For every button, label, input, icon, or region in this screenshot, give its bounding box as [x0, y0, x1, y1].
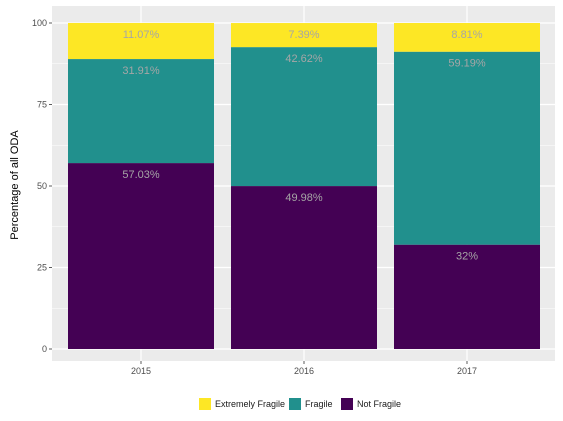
legend-swatch-not-fragile [341, 398, 353, 410]
y-tick-label: 100 [32, 18, 47, 28]
y-axis-title: Percentage of all ODA [9, 130, 21, 240]
data-label-fragile: 31.91% [122, 65, 160, 77]
y-tick-label: 50 [37, 181, 47, 191]
x-tick-label: 2017 [457, 366, 477, 376]
y-tick-label: 0 [42, 344, 47, 354]
legend-label-extremely-fragile: Extremely Fragile [215, 399, 285, 409]
bars [68, 22, 540, 349]
bar-segment-extremely-fragile [394, 23, 540, 52]
y-tick-label: 25 [37, 263, 47, 273]
data-label-fragile: 59.19% [448, 58, 486, 70]
bar-segment-extremely-fragile [231, 23, 377, 48]
x-axis: 2015 2016 2017 [131, 361, 477, 376]
y-axis: 0 25 50 75 100 [32, 18, 52, 354]
data-label-not-fragile: 57.03% [122, 169, 160, 181]
legend-label-not-fragile: Not Fragile [357, 399, 401, 409]
bar-segment-not-fragile [394, 244, 540, 349]
legend-swatch-fragile [289, 398, 301, 410]
bar-segment-fragile [394, 51, 540, 245]
data-labels: 57.03% 31.91% 11.07% 49.98% 42.62% 7.39% 32% 59… [122, 29, 486, 263]
x-tick-label: 2016 [294, 366, 314, 376]
bar-segment-fragile [68, 59, 214, 164]
data-label-extremely-fragile: 7.39% [288, 29, 319, 41]
bar-segment-fragile [231, 47, 377, 187]
y-tick-label: 75 [37, 100, 47, 110]
legend-label-fragile: Fragile [305, 399, 333, 409]
data-label-not-fragile: 49.98% [285, 192, 323, 204]
data-label-fragile: 42.62% [285, 53, 323, 65]
data-label-extremely-fragile: 11.07% [123, 29, 160, 41]
bar-segment-not-fragile [68, 163, 214, 349]
bar-segment-extremely-fragile [68, 22, 214, 60]
data-label-extremely-fragile: 8.81% [451, 29, 482, 41]
bar-segment-not-fragile [231, 186, 377, 349]
legend: Extremely Fragile Fragile Not Fragile [199, 398, 401, 410]
data-label-not-fragile: 32% [456, 251, 478, 263]
x-tick-label: 2015 [131, 366, 151, 376]
legend-swatch-extremely-fragile [199, 398, 211, 410]
